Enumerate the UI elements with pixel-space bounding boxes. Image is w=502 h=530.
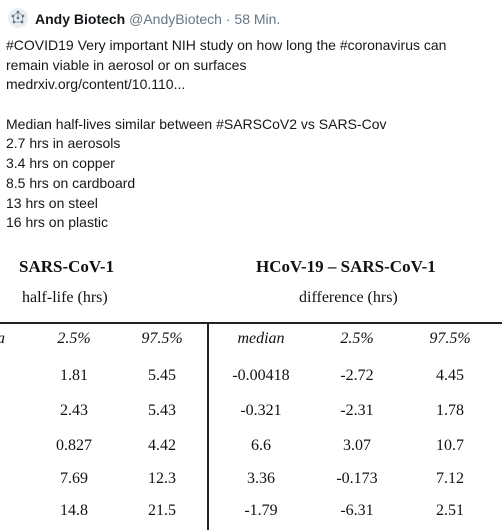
table-cell: 12.3 <box>148 470 176 487</box>
tweet-line: 16 hrs on plastic <box>6 214 108 231</box>
table-cell: -1.79 <box>244 502 278 519</box>
tweet-blank-line <box>6 95 494 115</box>
tweet-link[interactable]: medrxiv.org/content/10.110... <box>6 76 186 93</box>
tweet-line: #COVID19 Very important NIH study on how… <box>6 37 447 53</box>
table-cell: 0.827 <box>56 437 92 454</box>
tweet-line: 2.7 hrs in aerosols <box>6 135 121 152</box>
table-left-header: SARS-CoV-1 <box>19 257 115 276</box>
avatar-molecule-icon <box>8 8 28 28</box>
table-cell: 4.42 <box>148 437 176 454</box>
meta-separator: · <box>225 11 231 27</box>
tweet-line: 8.5 hrs on cardboard <box>6 174 136 191</box>
tweet-header: Andy Biotech @AndyBiotech · 58 Min. <box>8 6 488 32</box>
avatar[interactable] <box>8 8 28 28</box>
tweet-line: 3.4 hrs on copper <box>6 155 115 172</box>
column-header: 97.5% <box>141 330 183 347</box>
column-header: 2.5% <box>57 330 91 347</box>
tweet-line: remain viable in aerosol or on surfaces <box>6 56 247 73</box>
table-cell: 6.6 <box>251 437 271 454</box>
tweet-line: 13 hrs on steel <box>6 194 98 211</box>
tweet-timestamp[interactable]: 58 Min. <box>234 11 281 27</box>
table-cell: 5.43 <box>148 402 176 419</box>
table-right-subheader: difference (hrs) <box>299 289 398 306</box>
table-cell: 1.81 <box>60 367 88 384</box>
table-cell: 2.51 <box>436 502 464 519</box>
table-cell: 4.45 <box>436 367 464 384</box>
column-header: 97.5% <box>429 330 471 347</box>
table-cell: 14.8 <box>60 502 88 519</box>
table-header-rule <box>0 322 502 324</box>
table-cell: 1.78 <box>436 402 464 419</box>
table-cell: 3.07 <box>343 437 371 454</box>
table-cell: 10.7 <box>436 437 464 454</box>
table-right-header: HCoV-19 – SARS-CoV-1 <box>256 257 436 276</box>
table-cell: -2.31 <box>340 402 374 419</box>
column-header: median <box>237 330 285 347</box>
table-cell: -0.173 <box>336 470 378 487</box>
table-cell: 3.36 <box>247 470 275 487</box>
table-cell: -0.321 <box>240 402 282 419</box>
table-cell: 7.12 <box>436 470 464 487</box>
table-cell: 7.69 <box>60 470 88 487</box>
table-cell: -6.31 <box>340 502 374 519</box>
table-cell: 21.5 <box>148 502 176 519</box>
table-cut-column-glyph: a <box>0 330 46 348</box>
table-left-subheader: half-life (hrs) <box>22 289 108 306</box>
table-cell: -0.00418 <box>232 367 290 384</box>
table-cell: -2.72 <box>340 367 374 384</box>
tweet-text: #COVID19 Very important NIH study on how… <box>6 36 494 233</box>
column-header: 2.5% <box>340 330 374 347</box>
table-cell: 2.43 <box>60 402 88 419</box>
author-handle[interactable]: @AndyBiotech <box>129 11 222 27</box>
tweet-media-table-image[interactable]: SARS-CoV-1 HCoV-19 – SARS-CoV-1 half-lif… <box>0 245 502 530</box>
author-display-name[interactable]: Andy Biotech <box>35 11 126 27</box>
tweet-author-line: Andy Biotech @AndyBiotech · 58 Min. <box>35 10 280 28</box>
tweet-line: Median half-lives similar between #SARSC… <box>6 115 387 132</box>
table-cell: 5.45 <box>148 367 176 384</box>
table-column-divider <box>207 324 209 530</box>
